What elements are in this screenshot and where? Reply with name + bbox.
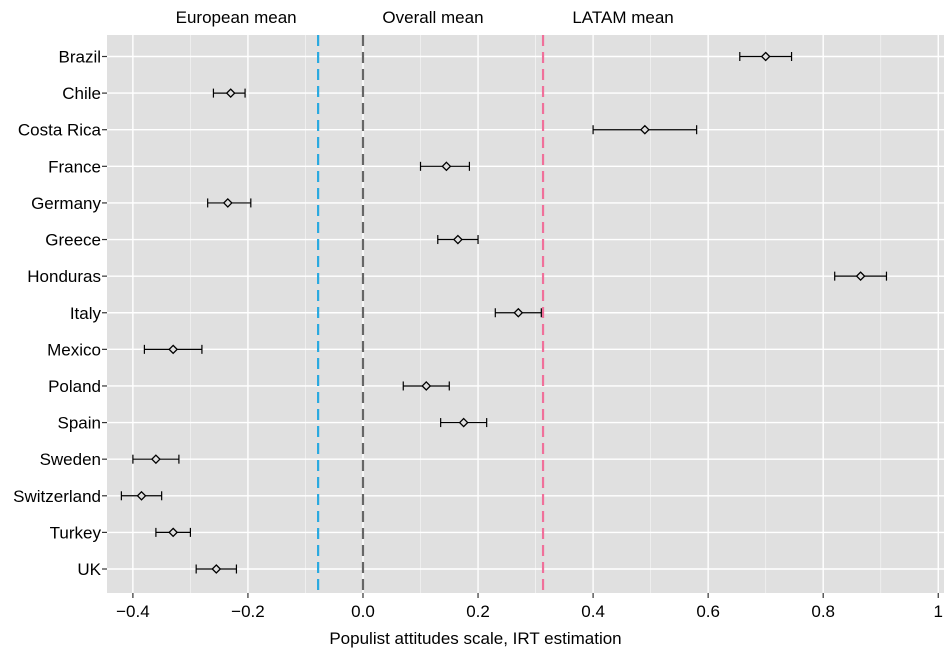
- category-label: Costa Rica: [18, 121, 102, 140]
- x-tick-label: 0.4: [581, 602, 605, 621]
- category-label: France: [48, 157, 101, 176]
- category-label: Greece: [45, 231, 101, 250]
- category-label: Switzerland: [13, 487, 101, 506]
- reference-line-label: Overall mean: [382, 8, 483, 27]
- category-labels: Brazil Chile Costa Rica France Germany Greece…: [13, 48, 107, 580]
- category-label: Poland: [48, 377, 101, 396]
- x-tick-label: −0.2: [231, 602, 265, 621]
- category-label: UK: [77, 560, 101, 579]
- x-axis: −0.4 −0.2 0.0 0.2 0.4 0.6 0.8 1: [116, 593, 943, 621]
- x-axis-title: Populist attitudes scale, IRT estimation: [329, 629, 621, 648]
- category-label: Spain: [58, 414, 101, 433]
- category-label: Mexico: [47, 340, 101, 359]
- category-label: Honduras: [27, 267, 101, 286]
- category-label: Germany: [31, 194, 101, 213]
- reference-line-label: LATAM mean: [572, 8, 673, 27]
- category-label: Turkey: [50, 523, 102, 542]
- category-label: Brazil: [58, 48, 101, 67]
- category-label: Chile: [62, 84, 101, 103]
- category-label: Italy: [70, 304, 102, 323]
- x-tick-label: 0.0: [351, 602, 375, 621]
- plot-panel: [107, 35, 944, 593]
- reference-line-label: European mean: [176, 8, 297, 27]
- x-tick-label: 0.2: [466, 602, 490, 621]
- x-tick-label: 0.6: [696, 602, 720, 621]
- category-label: Sweden: [40, 450, 101, 469]
- x-tick-label: −0.4: [116, 602, 150, 621]
- x-tick-label: 1: [934, 602, 943, 621]
- x-tick-label: 0.8: [811, 602, 835, 621]
